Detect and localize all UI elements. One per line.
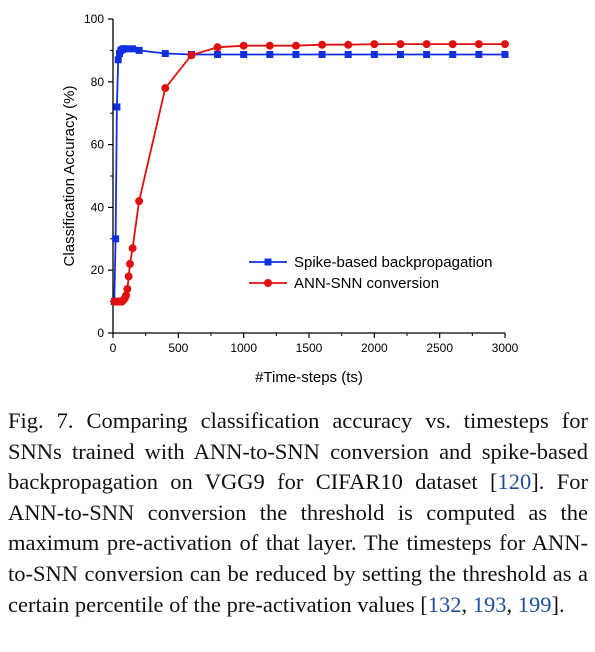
series-point [423, 50, 431, 58]
citation-link[interactable]: 199 [517, 591, 552, 617]
series-point [396, 40, 405, 49]
series-point [501, 50, 509, 58]
y-tick-label: 20 [91, 263, 105, 277]
series-point [122, 45, 130, 53]
series-point [501, 40, 509, 49]
series-point [113, 103, 121, 111]
series-point [344, 50, 352, 58]
series-point [475, 50, 483, 58]
citation-link[interactable]: 132 [427, 591, 462, 617]
figure-caption: Fig. 7. Comparing classification accurac… [8, 408, 589, 617]
series-point [474, 40, 483, 49]
series-point [396, 50, 404, 58]
legend-label: Spike-based backpropagation [294, 254, 492, 271]
legend-label: ANN-SNN conversion [294, 275, 439, 292]
series-point [344, 40, 353, 49]
series-point [213, 43, 222, 52]
caption-text-start: Fig. 7. Comparing classification accurac… [8, 408, 588, 495]
x-tick-label: 500 [168, 341, 188, 355]
y-axis-title: Classification Accuracy (%) [61, 86, 78, 267]
series-point [448, 40, 457, 49]
series-point [265, 41, 274, 50]
series-point [214, 50, 222, 58]
legend-swatch-marker [264, 279, 272, 287]
x-axis-title: #Time-steps (ts) [255, 369, 363, 386]
series-point [161, 84, 170, 93]
series-point [123, 285, 132, 294]
series-point [124, 272, 133, 281]
series-point [449, 50, 457, 58]
x-tick-label: 2500 [426, 341, 453, 355]
series-point [266, 50, 274, 58]
series-point [422, 40, 431, 49]
series-point [318, 50, 326, 58]
series-point [125, 259, 134, 268]
series-point [128, 244, 137, 253]
y-tick-label: 100 [84, 12, 104, 26]
series-point [318, 40, 327, 49]
x-tick-label: 2000 [361, 341, 388, 355]
y-tick-label: 80 [91, 75, 105, 89]
citation-link[interactable]: 120 [497, 469, 532, 495]
series-point [135, 46, 143, 54]
series-point [239, 41, 248, 50]
citation-link[interactable]: 193 [472, 591, 507, 617]
series-point [161, 50, 169, 58]
x-tick-label: 0 [110, 341, 117, 355]
y-tick-label: 0 [97, 326, 104, 340]
series-point [112, 235, 120, 243]
series-point [370, 40, 379, 49]
series-point [240, 50, 248, 58]
series-point [187, 51, 196, 60]
caption-text-middle: ]. For ANN-to-SNN conversion the thresho… [8, 469, 589, 617]
y-tick-label: 40 [91, 200, 105, 214]
series-point [129, 45, 137, 53]
series-point [291, 41, 300, 50]
x-tick-label: 1500 [296, 341, 323, 355]
y-tick-label: 60 [91, 138, 105, 152]
series-point [370, 50, 378, 58]
series-point [292, 50, 300, 58]
series-point [135, 197, 144, 206]
x-tick-label: 3000 [492, 341, 519, 355]
series-point [114, 56, 122, 64]
x-tick-label: 1000 [230, 341, 257, 355]
legend-swatch-marker [264, 258, 272, 266]
caption-text-end: ]. [551, 591, 565, 617]
series-point [122, 291, 131, 300]
